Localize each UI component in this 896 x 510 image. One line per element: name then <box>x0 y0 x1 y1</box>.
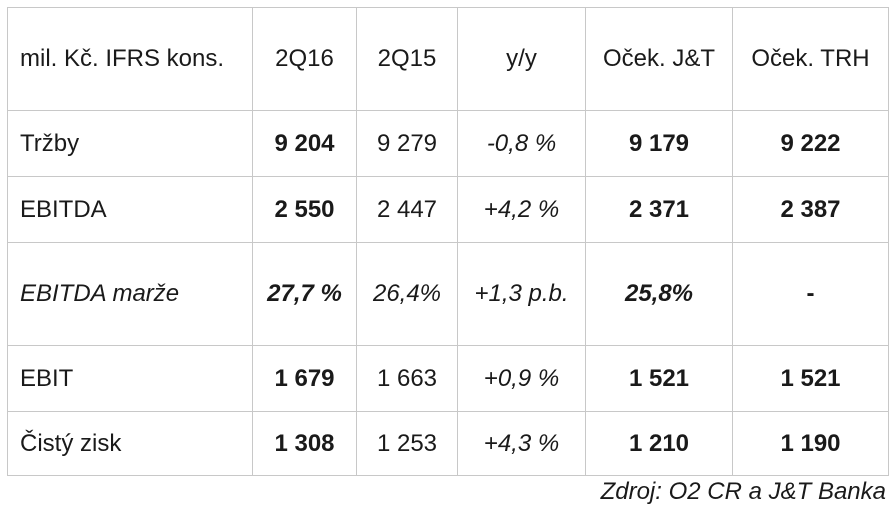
cell-yy: +4,3 % <box>457 411 586 476</box>
cell-2q16: 2 550 <box>252 176 357 243</box>
row-label: EBITDA <box>7 176 253 243</box>
header-col-ocek-trh: Oček. TRH <box>732 7 889 111</box>
cell-2q16: 27,7 % <box>252 242 357 346</box>
financial-results-table-wrapper: mil. Kč. IFRS kons. 2Q16 2Q15 y/y Oček. … <box>7 7 889 476</box>
table-row-trzby: Tržby 9 204 9 279 -0,8 % 9 179 9 222 <box>7 110 889 177</box>
cell-2q16: 1 679 <box>252 345 357 412</box>
cell-ocek-jt: 9 179 <box>585 110 733 177</box>
cell-2q16: 1 308 <box>252 411 357 476</box>
cell-2q15: 1 663 <box>356 345 458 412</box>
header-label-cell: mil. Kč. IFRS kons. <box>7 7 253 111</box>
cell-ocek-jt: 2 371 <box>585 176 733 243</box>
cell-2q15: 1 253 <box>356 411 458 476</box>
cell-ocek-jt: 1 210 <box>585 411 733 476</box>
cell-yy: +4,2 % <box>457 176 586 243</box>
table-row-cisty-zisk: Čistý zisk 1 308 1 253 +4,3 % 1 210 1 19… <box>7 411 889 476</box>
cell-ocek-trh: 9 222 <box>732 110 889 177</box>
cell-ocek-trh: 1 190 <box>732 411 889 476</box>
header-col-2q15: 2Q15 <box>356 7 458 111</box>
cell-2q15: 2 447 <box>356 176 458 243</box>
source-note: Zdroj: O2 CR a J&T Banka <box>600 478 886 505</box>
cell-ocek-jt: 1 521 <box>585 345 733 412</box>
row-label: Čistý zisk <box>7 411 253 476</box>
table-row-ebit: EBIT 1 679 1 663 +0,9 % 1 521 1 521 <box>7 345 889 412</box>
cell-ocek-trh: 2 387 <box>732 176 889 243</box>
financial-results-table: mil. Kč. IFRS kons. 2Q16 2Q15 y/y Oček. … <box>7 7 889 476</box>
row-label: Tržby <box>7 110 253 177</box>
header-col-2q16: 2Q16 <box>252 7 357 111</box>
cell-yy: +0,9 % <box>457 345 586 412</box>
cell-yy: +1,3 p.b. <box>457 242 586 346</box>
cell-ocek-trh: - <box>732 242 889 346</box>
table-header-row: mil. Kč. IFRS kons. 2Q16 2Q15 y/y Oček. … <box>7 7 889 111</box>
row-label: EBITDA marže <box>7 242 253 346</box>
row-label: EBIT <box>7 345 253 412</box>
header-col-yy: y/y <box>457 7 586 111</box>
cell-ocek-trh: 1 521 <box>732 345 889 412</box>
cell-yy: -0,8 % <box>457 110 586 177</box>
cell-2q16: 9 204 <box>252 110 357 177</box>
cell-ocek-jt: 25,8% <box>585 242 733 346</box>
table-row-ebitda: EBITDA 2 550 2 447 +4,2 % 2 371 2 387 <box>7 176 889 243</box>
cell-2q15: 9 279 <box>356 110 458 177</box>
cell-2q15: 26,4% <box>356 242 458 346</box>
header-col-ocek-jt: Oček. J&T <box>585 7 733 111</box>
table-row-ebitda-marze: EBITDA marže 27,7 % 26,4% +1,3 p.b. 25,8… <box>7 242 889 346</box>
